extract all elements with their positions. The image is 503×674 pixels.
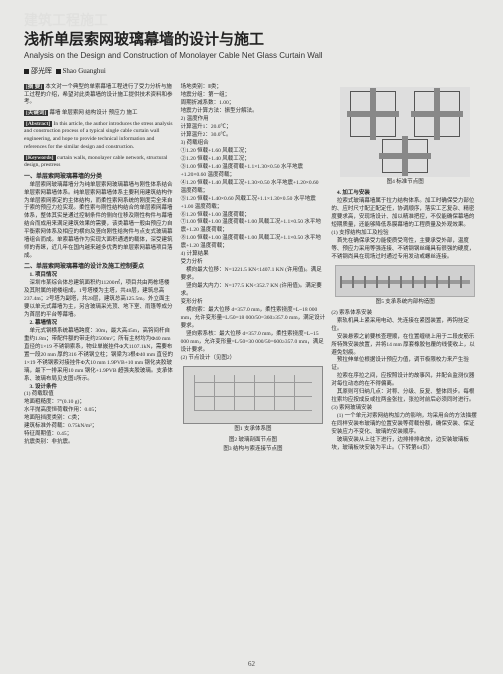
- title-chinese: 浅析单层索网玻璃幕墙的设计与施工: [24, 28, 479, 49]
- figure-5-graphic: [335, 265, 475, 297]
- body-text: (2) 索系体系安装: [331, 310, 479, 318]
- body-text: ⑦1.00 恒载+1.00 温度荷载+1.00 风载工况+1.1×0.50 水平…: [181, 219, 326, 235]
- figure-4: 图4 标准节点图: [331, 87, 479, 187]
- body-text: 其原则可归纳几点：对称、分级、反复、整体同步。每根拉索均应按成反或拉两金张拉，张…: [331, 389, 479, 405]
- author-cn: 邵光晖: [31, 67, 52, 75]
- body-text: 计算温升1：20.0℃；: [181, 124, 326, 132]
- author-line: 邵光晖 Shao Guanghui: [24, 66, 479, 76]
- figure-1-caption: 图1 支承体系图: [181, 426, 326, 434]
- abstract-label: [摘 要]: [24, 84, 44, 90]
- figure-5: 图5 支承系统内部构造图: [331, 265, 479, 307]
- body-text: 单元式钢横系统幕墙跨度：30m，最大高45m，高钩间杆自重约1.8m；带配件额的…: [24, 328, 175, 384]
- body-text: 安装悬索之前要核查理顺，在位置缠绕上用于二段皮筋乐所特殊安装放置，并将14 mm…: [331, 334, 479, 358]
- body-text: 预拉伸单位根据设计预应力值，调节极限校力来产生验证。: [331, 357, 479, 373]
- body-text: 场地类别：Ⅱ类；: [181, 84, 326, 92]
- body-text: 2) 温度作用: [181, 116, 326, 124]
- body-text: 深圳市某综合体总建筑面积约11200㎡，项目共由两栋塔楼及其附属的裙楼组成，1号…: [24, 280, 175, 320]
- body-text: 索轨机具上紧采用电动、先连接在紧固装置，再钩挂定位。: [331, 318, 479, 334]
- body-text: 周期折减系数：1.00；: [181, 100, 326, 108]
- abstract-text: 本文对一个典型的单索幕墙工程进行了受力分析与施工过程的介绍，希望对此类幕墙的设计…: [24, 84, 173, 105]
- column-3: 图4 标准节点图 4. 加工与安装 拉索式玻璃幕墙属于拉力结构体系。加工时确保受…: [331, 84, 479, 454]
- sub-heading: 2. 幕墙情况: [24, 320, 175, 328]
- column-2: 场地类别：Ⅱ类； 地震分组：第一组； 周期折减系数：1.00； 地震力计算方法：…: [181, 84, 326, 454]
- body-text: 横向最大位移：N=1221.5 KN<1407.1 KN (许用值)。满足要求。: [181, 267, 326, 283]
- figure-1-graphic: [183, 366, 323, 424]
- body-text: ④1.20 恒载+1.40 风载工况+1.30×0.50 水平地震+1.20×0…: [181, 180, 326, 196]
- abstract-en: [Abstract] In this article, the author i…: [24, 121, 175, 152]
- body-text: (2) 节点设计（见图2）: [181, 355, 326, 363]
- title-english: Analysis on the Design and Construction …: [24, 51, 479, 60]
- sub-heading: 4. 加工与安装: [331, 190, 479, 198]
- figure-4-graphic: [340, 87, 470, 177]
- figure-4-caption: 图4 标准节点图: [331, 179, 479, 187]
- body-text: 变形分析: [181, 299, 326, 307]
- text-columns: [摘 要] 本文对一个典型的单索幕墙工程进行了受力分析与施工过程的介绍，希望对此…: [24, 84, 479, 454]
- section-1-heading: 一、单层索网玻璃幕墙的分类: [24, 173, 175, 182]
- body-text: 竖向最大内力：N=177.5 KN<352.7 KN (许用值)。满足要求。: [181, 283, 326, 299]
- body-text: (1) 支撑结构加工及检验: [331, 230, 479, 238]
- figure-2-caption: 图2 玻璃剖面节点图: [181, 437, 326, 445]
- body-text: 地震分组：第一组；: [181, 92, 326, 100]
- abstract-en-label: [Abstract]: [24, 121, 52, 127]
- body-text: 竖向索系核：最大位移 d=357.0 mm，柔性索挠度=L~15 000 mm，…: [181, 331, 326, 355]
- body-text: (1) 一个单元对索网结构加力的影响，均采用合的方法描摆在同样安装布玻璃的位置安…: [331, 413, 479, 437]
- abstract-cn: [摘 要] 本文对一个典型的单索幕墙工程进行了受力分析与施工过程的介绍，希望对此…: [24, 84, 175, 107]
- watermark: 建筑工程施工: [24, 10, 108, 30]
- body-text: ①1.20 恒载+1.60 风载工况；: [181, 148, 326, 156]
- keywords-label: [关键词]: [24, 110, 48, 116]
- square-icon: [24, 69, 29, 74]
- keywords-cn: [关键词] 幕墙 单层索网 结构设计 预应力 施工: [24, 110, 175, 118]
- body-text: 首先在确保承受力能使质受弯性，主要承受外部，温度等、预应力采用等强连接、不锈钢钢…: [331, 238, 479, 262]
- body-text: 玻璃安装从上往下进行，边排排排收放，边安装玻璃板块，玻璃板块安装为平止。（下转第…: [331, 437, 479, 453]
- figure-1: 图1 支承体系图: [181, 366, 326, 434]
- keywords-en-label: [Keywords]: [24, 155, 56, 161]
- section-2-heading: 二、单层索网玻璃幕墙的设计及施工控制要点: [24, 263, 175, 272]
- column-1: [摘 要] 本文对一个典型的单索幕墙工程进行了受力分析与施工过程的介绍，希望对此…: [24, 84, 175, 454]
- body-text: 计算温升2：30.0℃。: [181, 132, 326, 140]
- body-text: 3) 荷载组合: [181, 140, 326, 148]
- body-text: ⑧1.00 恒载+1.00 温度荷载+1.00 风载工况+1.1×0.50 水平…: [181, 235, 326, 251]
- figure-3-caption: 图3 结构与索连接节点图: [181, 446, 326, 454]
- body-text: ⑤1.20 恒载+1.40×0.60 风载工况+1.1×1.30×0.50 水平…: [181, 196, 326, 212]
- body-text: 地震力计算方法：振型分解法。: [181, 108, 326, 116]
- body-text: 抗震类别：非抗震。: [24, 439, 175, 447]
- figure-5-caption: 图5 支承系统内部构造图: [331, 299, 479, 307]
- body-text: 拉索式玻璃幕墙属于拉力结构体系。加工时确保受力部位的、应时尺寸配正配定任，协调顺…: [331, 198, 479, 230]
- keywords-en: [Keywords] curtain walls, monolayer cabl…: [24, 155, 175, 170]
- body-text: ③1.00 恒载+1.40 温度荷载+1.1×1.30×0.50 水平地震+1.…: [181, 164, 326, 180]
- body-text: 单层索网玻璃幕墙分为纯单层索网玻璃幕墙与刚性体系结合单层索网幕墙体系。纯单层索网…: [24, 182, 175, 262]
- body-text: 拉索在序拉之间，应按照设计的故事风，并配合监测仪器对每位动态的在不得偏离。: [331, 373, 479, 389]
- keywords-text: 幕墙 单层索网 结构设计 预应力 施工: [50, 110, 138, 116]
- sub-heading: 1. 项目情况: [24, 272, 175, 280]
- body-text: 横向索：最大位移 d=357.0 mm，柔性索挠度=L~18 000 mm，允许…: [181, 307, 326, 331]
- square-icon: [56, 69, 61, 74]
- body-text: ②1.20 恒载+1.40 风载工况；: [181, 156, 326, 164]
- author-en: Shao Guanghui: [63, 67, 106, 75]
- page-number: 62: [0, 660, 503, 668]
